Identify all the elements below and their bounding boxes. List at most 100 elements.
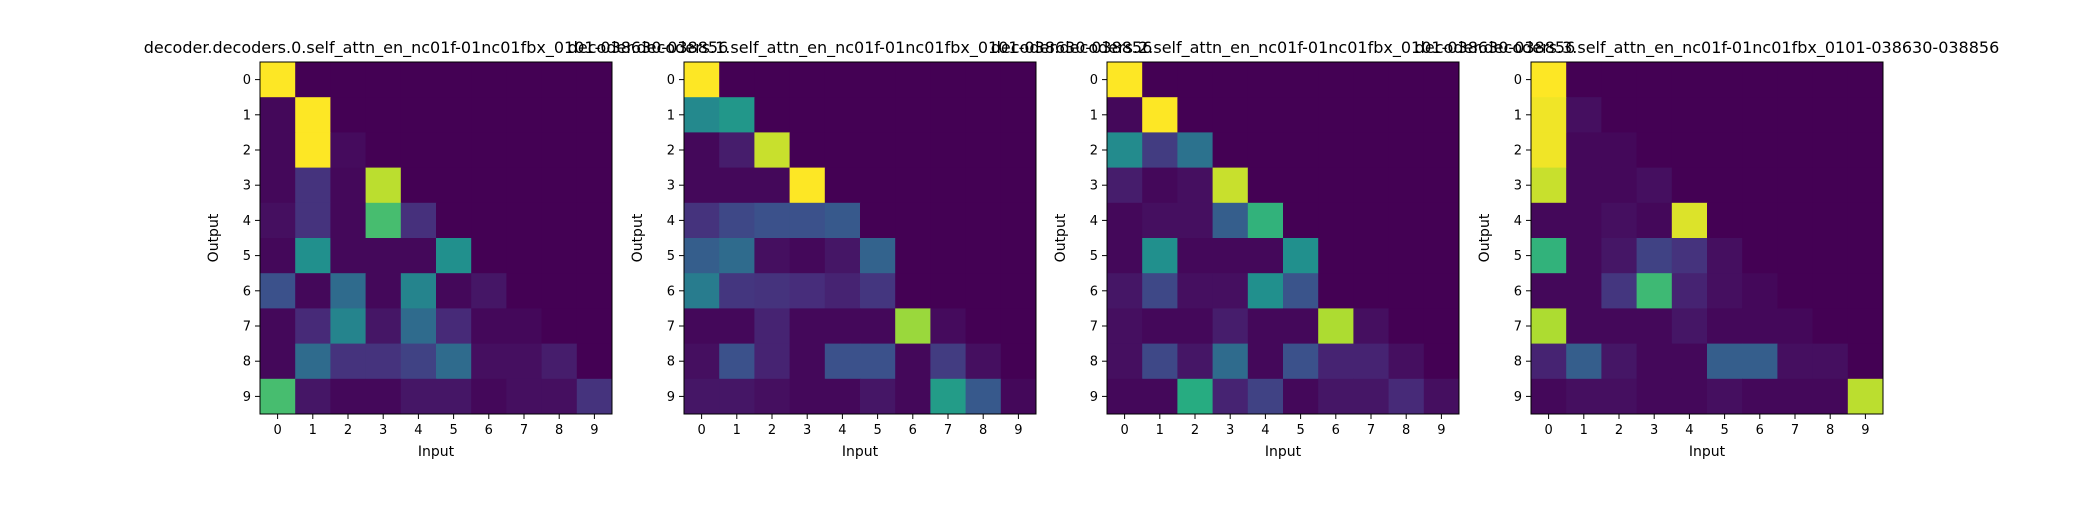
x-tick-label-3-9: 9 [1861, 423, 1869, 438]
x-axis-label-2: Input [1265, 444, 1302, 460]
heatmap-cell-0-8-2 [330, 343, 367, 380]
heatmap-cell-3-7-8 [1812, 308, 1849, 345]
chart-title-1: decoder.decoders.1.self_attn_en_nc01f-01… [568, 38, 1153, 58]
heatmap-cell-2-9-4 [1247, 378, 1284, 415]
plot-frame-0 [259, 61, 613, 415]
heatmap-cell-0-5-9 [576, 238, 613, 274]
heatmap-cell-1-7-2 [754, 308, 791, 345]
heatmap-cell-1-3-0 [684, 167, 720, 204]
heatmap-cell-3-6-7 [1777, 273, 1814, 309]
heatmap-cell-3-9-7 [1777, 378, 1814, 415]
heatmap-cell-0-6-7 [506, 273, 543, 309]
y-tick-label-3-0: 0 [1514, 73, 1522, 88]
heatmap-cell-1-5-5 [860, 238, 896, 274]
heatmap-cell-3-7-9 [1847, 308, 1884, 345]
heatmap-cell-1-6-5 [860, 273, 896, 309]
heatmap-cell-1-1-4 [824, 97, 861, 133]
heatmap-cell-1-4-7 [930, 202, 967, 239]
heatmap-cell-1-1-9 [1000, 97, 1037, 133]
heatmap-cell-1-5-7 [930, 238, 967, 274]
heatmap-cell-2-0-3 [1212, 62, 1249, 98]
heatmap-cell-3-1-6 [1742, 97, 1778, 133]
heatmap-cell-0-2-0 [260, 132, 296, 169]
heatmap-cell-0-8-1 [295, 343, 331, 380]
heatmap-cell-1-3-9 [1000, 167, 1037, 204]
heatmap-cell-0-1-3 [365, 97, 402, 133]
heatmap-cell-0-1-9 [576, 97, 613, 133]
heatmap-cell-1-0-6 [895, 62, 931, 98]
heatmap-cell-2-2-8 [1388, 132, 1425, 169]
heatmap-cell-3-1-1 [1566, 97, 1602, 133]
heatmap-cell-2-3-0 [1107, 167, 1143, 204]
heatmap-cell-3-4-4 [1671, 202, 1708, 239]
heatmap-cell-3-0-7 [1777, 62, 1814, 98]
heatmap-cell-0-4-7 [506, 202, 543, 239]
heatmap-cell-3-8-9 [1847, 343, 1884, 380]
heatmap-cell-1-5-0 [684, 238, 720, 274]
heatmap-cell-2-5-3 [1212, 238, 1249, 274]
heatmap-cell-2-3-8 [1388, 167, 1425, 204]
heatmap-cell-3-2-6 [1742, 132, 1778, 169]
heatmap-cell-3-0-2 [1601, 62, 1638, 98]
y-tick-label-2-0: 0 [1090, 73, 1098, 88]
heatmap-cell-0-9-1 [295, 378, 331, 415]
heatmap-cell-0-5-4 [400, 238, 437, 274]
heatmap-cell-3-2-2 [1601, 132, 1638, 169]
heatmap-cell-1-3-8 [965, 167, 1002, 204]
heatmap-cell-0-8-3 [365, 343, 402, 380]
heatmap-cell-3-5-1 [1566, 238, 1602, 274]
x-tick-label-0-1: 1 [309, 423, 317, 438]
heatmap-cell-1-9-1 [719, 378, 755, 415]
heatmap-cell-1-8-2 [754, 343, 791, 380]
x-tick-label-0-6: 6 [485, 423, 493, 438]
heatmap-cell-1-1-6 [895, 97, 931, 133]
heatmap-cell-0-7-2 [330, 308, 367, 345]
heatmap-cell-1-0-8 [965, 62, 1002, 98]
heatmap-cell-3-6-9 [1847, 273, 1884, 309]
heatmap-cell-3-8-7 [1777, 343, 1814, 380]
heatmap-cell-3-3-6 [1742, 167, 1778, 204]
heatmap-cell-1-9-0 [684, 378, 720, 415]
x-tick-label-3-6: 6 [1756, 423, 1764, 438]
x-tick-label-3-1: 1 [1580, 423, 1588, 438]
heatmap-cell-1-4-6 [895, 202, 931, 239]
heatmap-cell-3-4-8 [1812, 202, 1849, 239]
heatmap-cell-1-0-1 [719, 62, 755, 98]
heatmap-cell-2-0-9 [1423, 62, 1460, 98]
x-tick-label-2-4: 4 [1261, 423, 1269, 438]
heatmap-cell-3-8-3 [1636, 343, 1673, 380]
heatmap-cell-2-4-5 [1283, 202, 1319, 239]
heatmap-cell-2-7-5 [1283, 308, 1319, 345]
heatmap-cell-0-4-2 [330, 202, 367, 239]
y-tick-label-1-6: 6 [667, 284, 675, 299]
heatmap-cell-3-0-1 [1566, 62, 1602, 98]
heatmap-cell-0-4-0 [260, 202, 296, 239]
heatmap-cell-2-6-4 [1247, 273, 1284, 309]
heatmap-cell-1-5-2 [754, 238, 791, 274]
heatmap-cell-0-9-7 [506, 378, 543, 415]
heatmap-cell-2-7-0 [1107, 308, 1143, 345]
heatmap-cell-0-0-9 [576, 62, 613, 98]
heatmap-cell-3-2-9 [1847, 132, 1884, 169]
heatmap-cell-1-5-4 [824, 238, 861, 274]
heatmap-cell-1-1-2 [754, 97, 791, 133]
heatmap-cell-3-9-5 [1707, 378, 1743, 415]
heatmap-cell-0-6-6 [471, 273, 507, 309]
heatmap-cell-2-1-5 [1283, 97, 1319, 133]
heatmap-cell-3-5-3 [1636, 238, 1673, 274]
heatmap-cell-0-4-9 [576, 202, 613, 239]
heatmap-cell-0-3-1 [295, 167, 331, 204]
y-tick-label-0-7: 7 [243, 320, 251, 335]
heatmap-cell-3-8-8 [1812, 343, 1849, 380]
heatmap-cell-3-4-1 [1566, 202, 1602, 239]
heatmap-cell-1-7-7 [930, 308, 967, 345]
x-tick-label-0-9: 9 [590, 423, 598, 438]
heatmap-cell-0-2-1 [295, 132, 331, 169]
heatmap-cell-3-1-4 [1671, 97, 1708, 133]
y-tick-label-2-3: 3 [1090, 179, 1098, 194]
heatmap-cell-2-0-5 [1283, 62, 1319, 98]
heatmap-cell-2-9-6 [1318, 378, 1354, 415]
y-tick-label-0-5: 5 [243, 249, 251, 264]
heatmap-cell-3-3-3 [1636, 167, 1673, 204]
y-tick-label-0-2: 2 [243, 144, 251, 159]
